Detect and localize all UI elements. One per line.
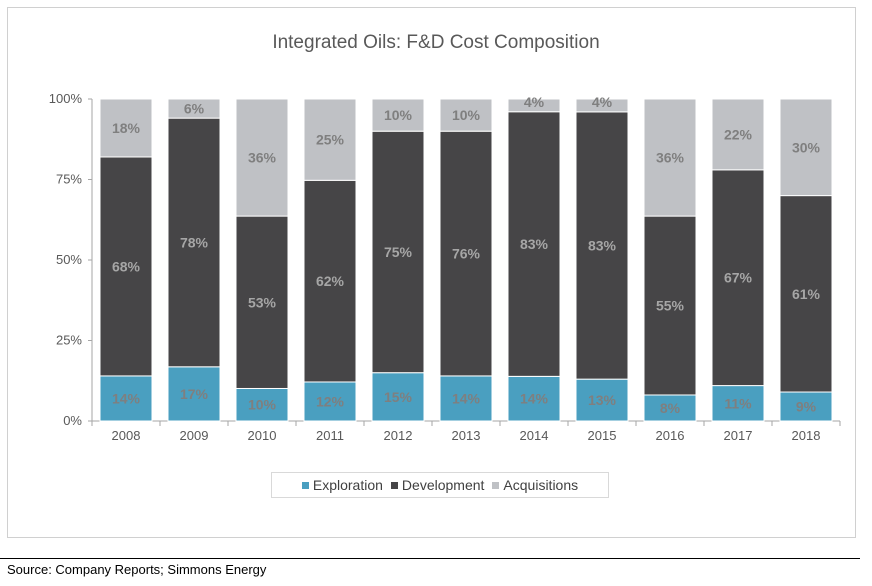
legend-item-acquisitions: Acquisitions <box>492 477 578 493</box>
y-tick-label: 50% <box>56 252 82 267</box>
bar-development <box>99 156 153 377</box>
bar-exploration <box>575 378 629 422</box>
bar-exploration <box>303 381 357 422</box>
x-tick-label: 2018 <box>792 428 821 443</box>
data-label: 10% <box>384 107 413 123</box>
bar-exploration <box>439 375 493 422</box>
x-tick-label: 2015 <box>588 428 617 443</box>
bar-exploration <box>99 375 153 422</box>
bar-development <box>235 215 289 389</box>
legend: Exploration Development Acquisitions <box>271 472 609 498</box>
chart-title: Integrated Oils: F&D Cost Composition <box>272 32 600 53</box>
bar-development <box>779 195 833 393</box>
y-tick-label: 0% <box>63 413 82 428</box>
bar-exploration <box>371 372 425 422</box>
data-label: 61% <box>792 286 821 302</box>
bar-acquisitions <box>643 98 697 217</box>
data-label: 83% <box>520 236 549 252</box>
legend-label: Exploration <box>312 477 383 493</box>
bar-development <box>711 169 765 387</box>
data-label: 68% <box>112 258 141 274</box>
data-label: 25% <box>316 132 345 148</box>
data-label: 67% <box>724 270 753 286</box>
bar-acquisitions <box>711 98 765 171</box>
data-label: 36% <box>248 150 277 166</box>
bar-acquisitions <box>575 98 629 113</box>
x-tick-label: 2009 <box>180 428 209 443</box>
data-label: 11% <box>724 395 752 411</box>
bar-exploration <box>711 385 765 422</box>
data-label: 36% <box>656 150 685 166</box>
data-label: 15% <box>384 389 413 405</box>
bar-acquisitions <box>303 98 357 181</box>
legend-label: Acquisitions <box>503 477 579 493</box>
data-label: 76% <box>452 246 481 262</box>
bar-development <box>507 111 561 377</box>
data-label: 14% <box>520 391 549 407</box>
bar-acquisitions <box>371 98 425 132</box>
data-label: 78% <box>180 234 209 250</box>
data-label: 12% <box>316 393 345 409</box>
data-label: 14% <box>112 390 141 406</box>
x-tick-label: 2010 <box>248 428 277 443</box>
data-label: 14% <box>452 390 481 406</box>
data-label: 8% <box>660 400 681 416</box>
bar-development <box>575 111 629 380</box>
x-tick-label: 2014 <box>520 428 549 443</box>
bar-development <box>643 215 697 396</box>
data-label: 53% <box>248 294 277 310</box>
x-tick-label: 2017 <box>724 428 753 443</box>
y-tick-label: 100% <box>49 91 83 106</box>
legend-swatch <box>390 481 398 489</box>
data-label: 4% <box>592 94 613 110</box>
data-label: 4% <box>524 94 545 110</box>
x-tick-label: 2013 <box>452 428 481 443</box>
bar-acquisitions <box>99 98 153 158</box>
bar-acquisitions <box>439 98 493 132</box>
x-tick-label: 2008 <box>112 428 141 443</box>
data-label: 30% <box>792 139 821 155</box>
legend-swatch <box>301 481 309 489</box>
y-tick-label: 75% <box>56 172 82 187</box>
bar-acquisitions <box>507 98 561 113</box>
bar-exploration <box>507 375 561 422</box>
legend-label: Development <box>401 477 485 493</box>
data-label: 55% <box>656 298 685 314</box>
bar-exploration <box>643 394 697 422</box>
bar-acquisitions <box>167 98 221 119</box>
data-label: 9% <box>796 399 817 415</box>
data-label: 22% <box>724 126 753 142</box>
data-label: 62% <box>316 273 345 289</box>
data-label: 13% <box>588 392 617 408</box>
legend-swatch <box>492 481 500 489</box>
data-label: 17% <box>180 386 209 402</box>
data-label: 18% <box>112 120 141 136</box>
bar-development <box>303 179 357 383</box>
source-note: Source: Company Reports; Simmons Energy <box>7 562 267 577</box>
data-label: 10% <box>452 107 481 123</box>
legend-item-development: Development <box>390 477 485 493</box>
chart-frame <box>7 7 856 538</box>
bar-development <box>167 117 221 368</box>
x-tick-label: 2012 <box>384 428 413 443</box>
bar-acquisitions <box>235 98 289 217</box>
bar-acquisitions <box>779 98 833 197</box>
legend-item-exploration: Exploration <box>301 477 383 493</box>
bar-development <box>439 130 493 377</box>
source-divider <box>0 558 860 559</box>
x-tick-label: 2016 <box>656 428 685 443</box>
data-label: 10% <box>248 397 277 413</box>
data-label: 83% <box>588 238 617 254</box>
x-tick-label: 2011 <box>316 428 344 443</box>
bar-exploration <box>779 391 833 422</box>
data-label: 75% <box>384 244 413 260</box>
data-label: 6% <box>184 101 205 117</box>
bar-development <box>371 130 425 374</box>
y-tick-label: 25% <box>56 333 82 348</box>
